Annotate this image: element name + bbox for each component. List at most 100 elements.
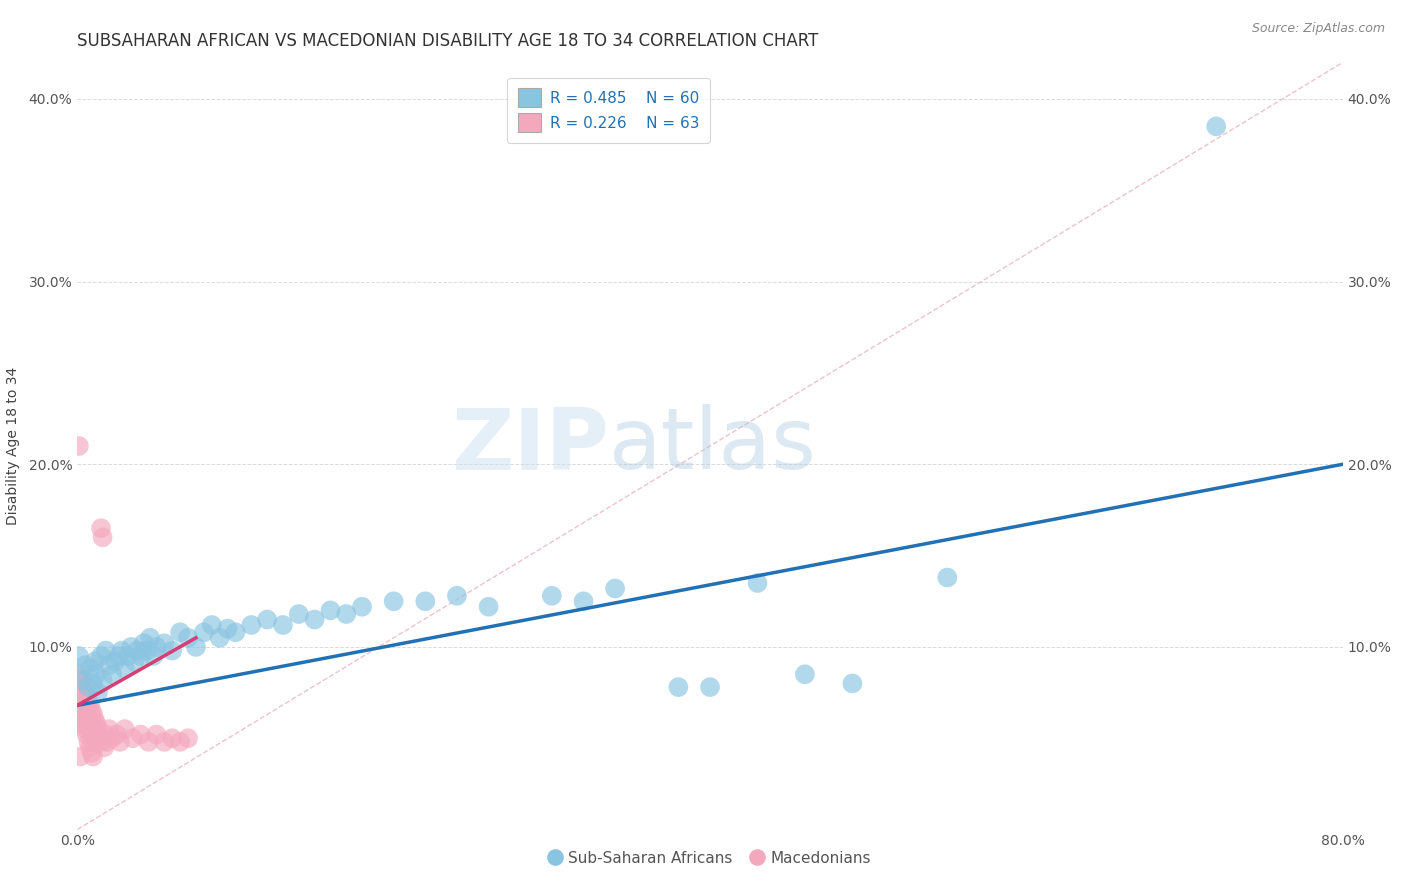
Point [82, 735, 104, 749]
Point [77, 704, 100, 718]
Point [605, 582, 627, 596]
Point [75, 658, 97, 673]
Point [75, 695, 97, 709]
Point [86, 667, 108, 681]
Point [70, 673, 93, 687]
Point [90, 521, 112, 535]
Point [94, 728, 117, 742]
Point [76, 698, 98, 713]
Point [70, 673, 93, 687]
Point [70, 716, 93, 731]
Point [668, 680, 690, 694]
Point [145, 640, 167, 654]
Point [83, 722, 105, 736]
Point [96, 735, 118, 749]
Point [201, 618, 224, 632]
Point [79, 698, 101, 713]
Point [90, 648, 112, 663]
Y-axis label: Disability Age 18 to 34: Disability Age 18 to 34 [6, 367, 20, 525]
Point [162, 731, 183, 746]
Point [108, 735, 131, 749]
Point [82, 676, 104, 690]
Point [145, 728, 167, 742]
Point [169, 735, 191, 749]
Point [304, 613, 326, 627]
Point [83, 713, 105, 727]
Point [217, 622, 239, 636]
Point [82, 749, 104, 764]
Point [193, 625, 215, 640]
Point [83, 655, 105, 669]
Point [90, 735, 112, 749]
Point [169, 625, 191, 640]
Point [86, 728, 108, 742]
Point [75, 722, 97, 736]
Point [87, 722, 110, 736]
Point [98, 722, 120, 736]
Point [67, 648, 90, 663]
Point [79, 722, 101, 736]
Point [177, 631, 200, 645]
Text: ZIP: ZIP [451, 404, 609, 488]
Point [699, 680, 721, 694]
Point [91, 673, 114, 687]
Point [120, 640, 142, 654]
Point [162, 643, 183, 657]
Point [319, 603, 342, 617]
Point [77, 735, 100, 749]
Point [841, 676, 863, 690]
Point [86, 716, 108, 731]
Point [70, 685, 93, 699]
Point [225, 625, 247, 640]
Point [69, 716, 91, 731]
Text: atlas: atlas [609, 404, 817, 488]
Legend: Sub-Saharan Africans, Macedonians: Sub-Saharan Africans, Macedonians [543, 845, 877, 871]
Point [69, 749, 91, 764]
Point [80, 728, 103, 742]
Point [352, 599, 374, 614]
Point [335, 607, 357, 621]
Point [177, 731, 200, 746]
Point [747, 576, 769, 591]
Point [127, 643, 149, 657]
Point [139, 631, 162, 645]
Point [121, 731, 143, 746]
Point [936, 570, 959, 584]
Point [87, 685, 110, 699]
Point [124, 655, 146, 669]
Point [79, 709, 101, 723]
Point [98, 658, 120, 673]
Point [76, 713, 98, 727]
Point [104, 655, 127, 669]
Point [94, 643, 117, 657]
Point [129, 728, 152, 742]
Point [114, 722, 136, 736]
Point [67, 439, 90, 453]
Point [75, 685, 97, 699]
Point [540, 589, 562, 603]
Point [132, 636, 155, 650]
Point [135, 643, 157, 657]
Point [794, 667, 817, 681]
Point [101, 731, 124, 746]
Point [73, 691, 96, 706]
Point [69, 676, 91, 690]
Point [138, 735, 160, 749]
Point [89, 731, 111, 746]
Point [80, 746, 103, 760]
Point [79, 740, 101, 755]
Point [111, 643, 132, 657]
Point [107, 648, 129, 663]
Point [77, 680, 100, 694]
Point [382, 594, 405, 608]
Point [79, 662, 101, 676]
Point [117, 648, 139, 663]
Point [73, 704, 96, 718]
Point [256, 613, 278, 627]
Point [477, 599, 501, 614]
Point [184, 640, 207, 654]
Point [73, 713, 96, 727]
Point [80, 713, 103, 727]
Point [1205, 120, 1227, 134]
Text: SUBSAHARAN AFRICAN VS MACEDONIAN DISABILITY AGE 18 TO 34 CORRELATION CHART: SUBSAHARAN AFRICAN VS MACEDONIAN DISABIL… [77, 32, 818, 50]
